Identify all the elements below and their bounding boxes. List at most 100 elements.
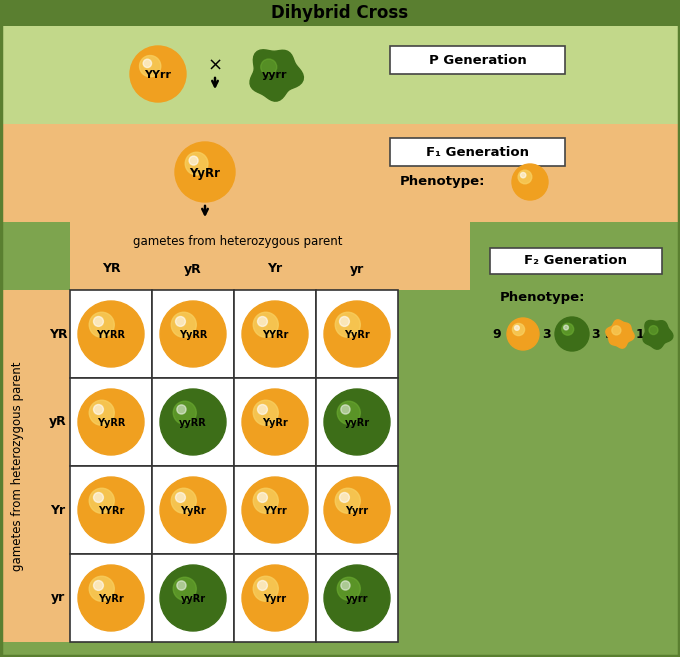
Circle shape <box>253 400 278 425</box>
Circle shape <box>520 172 526 178</box>
Circle shape <box>612 326 621 335</box>
Circle shape <box>337 401 360 424</box>
Circle shape <box>564 325 568 330</box>
Circle shape <box>177 581 186 590</box>
Polygon shape <box>643 321 673 349</box>
Bar <box>0 0 680 26</box>
Bar <box>234 378 316 466</box>
Text: YYRr: YYRr <box>98 506 124 516</box>
Circle shape <box>78 389 144 455</box>
Circle shape <box>337 578 360 600</box>
Text: YyRr: YyRr <box>98 594 124 604</box>
Circle shape <box>94 493 103 503</box>
Circle shape <box>94 317 103 327</box>
Bar <box>70 554 152 642</box>
Circle shape <box>160 565 226 631</box>
Circle shape <box>177 405 186 414</box>
Text: ×: × <box>207 57 222 75</box>
Text: Yr: Yr <box>267 263 283 275</box>
Text: P Generation: P Generation <box>428 53 526 66</box>
Circle shape <box>89 400 114 425</box>
Text: yr: yr <box>350 263 364 275</box>
Circle shape <box>555 317 589 351</box>
Bar <box>0 124 680 222</box>
Polygon shape <box>250 50 303 101</box>
Circle shape <box>78 477 144 543</box>
Polygon shape <box>606 320 634 348</box>
Text: yr: yr <box>51 591 65 604</box>
Circle shape <box>335 312 360 337</box>
Text: F₁ Generation: F₁ Generation <box>426 145 529 158</box>
Circle shape <box>507 318 539 350</box>
Bar <box>70 222 470 290</box>
Circle shape <box>189 156 198 165</box>
Bar <box>152 290 234 378</box>
Text: Phenotype:: Phenotype: <box>500 292 585 304</box>
Bar <box>0 222 680 657</box>
Text: Yyrr: Yyrr <box>263 594 286 604</box>
Circle shape <box>253 576 278 601</box>
Text: yR: yR <box>49 415 67 428</box>
Circle shape <box>649 326 658 334</box>
Text: F₂ Generation: F₂ Generation <box>524 254 628 267</box>
Circle shape <box>175 493 186 503</box>
Circle shape <box>175 142 235 202</box>
Circle shape <box>324 565 390 631</box>
Text: yR: yR <box>184 263 202 275</box>
Text: gametes from heterozygous parent: gametes from heterozygous parent <box>133 235 343 248</box>
Text: 3 :: 3 : <box>592 327 610 340</box>
Bar <box>70 378 152 466</box>
Text: 9 :: 9 : <box>493 327 511 340</box>
Text: Phenotype:: Phenotype: <box>400 175 486 189</box>
Circle shape <box>160 301 226 367</box>
Circle shape <box>78 565 144 631</box>
Circle shape <box>160 477 226 543</box>
Circle shape <box>324 301 390 367</box>
Circle shape <box>143 59 152 68</box>
Bar <box>0 290 70 642</box>
Bar <box>316 554 398 642</box>
Bar <box>316 378 398 466</box>
Circle shape <box>242 301 308 367</box>
Text: Yyrr: Yyrr <box>345 506 369 516</box>
Text: yyrr: yyrr <box>262 70 288 80</box>
Bar <box>0 26 680 124</box>
Text: YyRr: YyRr <box>180 506 206 516</box>
Circle shape <box>173 578 197 600</box>
Circle shape <box>258 581 267 591</box>
Circle shape <box>160 389 226 455</box>
Circle shape <box>78 301 144 367</box>
Bar <box>234 290 316 378</box>
Text: gametes from heterozygous parent: gametes from heterozygous parent <box>12 361 24 571</box>
Circle shape <box>324 477 390 543</box>
Bar <box>234 554 316 642</box>
Text: yyRr: yyRr <box>345 418 369 428</box>
Bar <box>390 138 565 166</box>
Circle shape <box>512 164 548 200</box>
Circle shape <box>518 170 532 184</box>
Bar <box>152 378 234 466</box>
Circle shape <box>258 405 267 415</box>
Text: YyRR: YyRR <box>179 330 207 340</box>
Circle shape <box>139 56 160 77</box>
Circle shape <box>513 323 524 336</box>
Text: YR: YR <box>49 327 67 340</box>
Bar <box>316 290 398 378</box>
Circle shape <box>89 312 114 337</box>
Bar <box>390 46 565 74</box>
Bar <box>152 466 234 554</box>
Circle shape <box>242 565 308 631</box>
Text: YyRR: YyRR <box>97 418 125 428</box>
Circle shape <box>324 389 390 455</box>
Circle shape <box>258 317 267 327</box>
Circle shape <box>130 46 186 102</box>
Text: YYrr: YYrr <box>144 70 171 80</box>
Circle shape <box>171 312 197 337</box>
Bar <box>234 466 316 554</box>
Text: yyrr: yyrr <box>345 594 369 604</box>
Circle shape <box>339 317 350 327</box>
Bar <box>316 466 398 554</box>
Text: yyRR: yyRR <box>179 418 207 428</box>
Text: Dihybrid Cross: Dihybrid Cross <box>271 4 409 22</box>
Circle shape <box>89 488 114 513</box>
